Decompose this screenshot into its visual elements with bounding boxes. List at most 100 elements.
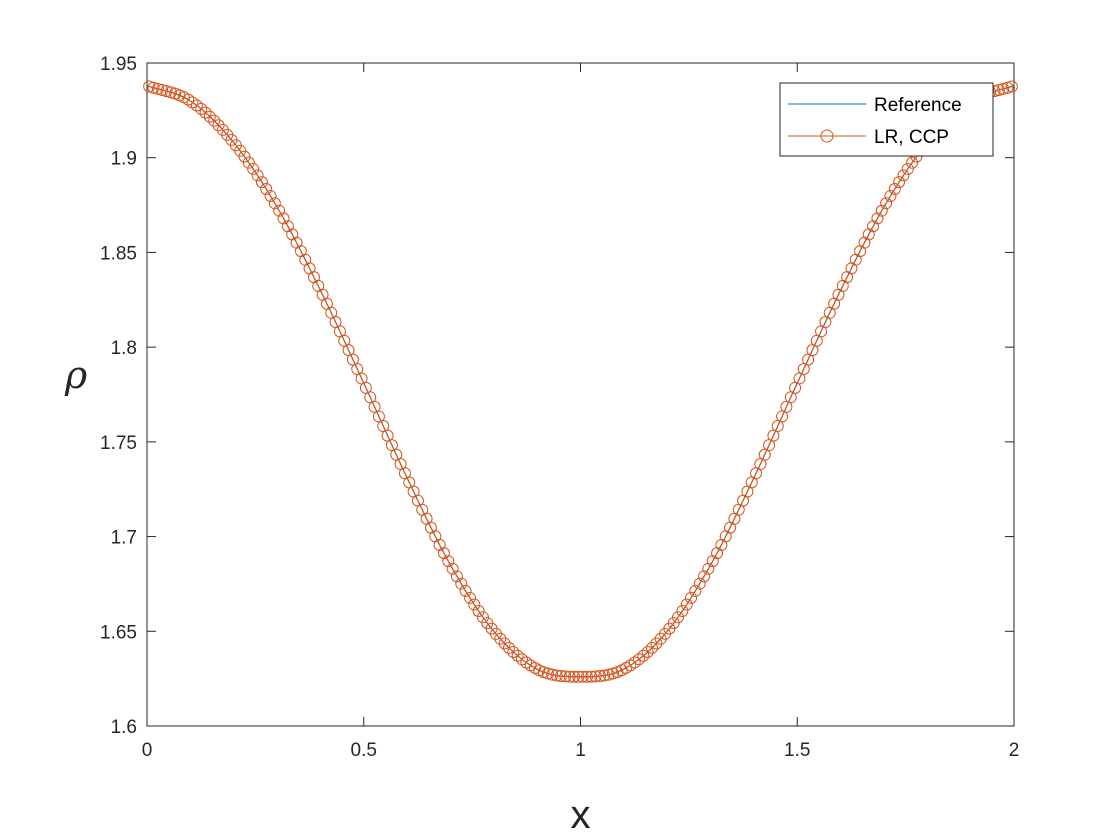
lr-ccp-marker bbox=[260, 183, 273, 195]
lr-ccp-marker bbox=[880, 197, 893, 210]
lr-ccp-marker bbox=[559, 670, 572, 683]
lr-ccp-marker bbox=[875, 204, 888, 217]
y-tick-label: 1.85 bbox=[100, 243, 137, 264]
lr-ccp-marker bbox=[676, 605, 689, 618]
lr-ccp-marker bbox=[698, 570, 711, 583]
plot-area: 0 0.5 1 1.5 2 1.6 1.65 1.7 1.75 1.8 1.85 1.9 1.95 bbox=[100, 54, 1019, 761]
lr-ccp-marker bbox=[147, 81, 160, 94]
axis-ticks: 0 0.5 1 1.5 2 1.6 1.65 1.7 1.75 1.8 1.85 1.9 1.95 bbox=[100, 54, 1019, 761]
lr-ccp-marker bbox=[572, 670, 585, 683]
lr-ccp-marker bbox=[459, 584, 472, 597]
lr-ccp-marker bbox=[888, 183, 901, 195]
lr-ccp-marker bbox=[598, 669, 611, 682]
lr-ccp-marker bbox=[871, 212, 884, 225]
lr-ccp-marker bbox=[515, 653, 528, 666]
lr-ccp-marker bbox=[680, 598, 693, 611]
lr-ccp-marker bbox=[203, 110, 216, 123]
lr-ccp-marker bbox=[563, 670, 576, 683]
lr-ccp-marker bbox=[199, 106, 212, 119]
lr-ccp-marker bbox=[468, 598, 481, 611]
y-tick-label: 1.75 bbox=[100, 433, 137, 454]
x-tick-label: 1.5 bbox=[784, 740, 810, 761]
lr-ccp-marker bbox=[151, 82, 164, 95]
lr-ccp-marker bbox=[568, 670, 580, 683]
lr-ccp-marker bbox=[693, 577, 706, 590]
lr-ccp-marker bbox=[702, 562, 715, 575]
lr-ccp-marker bbox=[650, 637, 663, 650]
lr-ccp-marker bbox=[472, 605, 485, 618]
y-axis-label: ρ bbox=[64, 353, 88, 397]
lr-ccp-marker bbox=[507, 645, 520, 658]
lr-ccp-marker bbox=[589, 670, 602, 683]
lr-ccp-marker bbox=[442, 555, 455, 568]
legend-lr-ccp-marker bbox=[820, 129, 834, 143]
y-tick-label: 1.8 bbox=[111, 338, 137, 359]
lr-ccp-marker bbox=[437, 547, 450, 560]
lr-ccp-marker bbox=[685, 591, 698, 604]
lr-ccp-marker bbox=[541, 667, 554, 680]
lr-ccp-marker bbox=[641, 645, 654, 658]
lr-ccp-marker bbox=[502, 641, 515, 654]
y-tick-label: 1.9 bbox=[111, 149, 137, 170]
lr-ccp-marker bbox=[450, 570, 463, 583]
lr-ccp-marker bbox=[550, 669, 563, 682]
lr-ccp-marker bbox=[264, 190, 277, 203]
lr-ccp-marker bbox=[160, 85, 173, 98]
x-tick-label: 1 bbox=[575, 740, 586, 761]
y-tick-label: 1.65 bbox=[100, 622, 137, 643]
lr-ccp-marker bbox=[238, 150, 251, 163]
lr-ccp-marker bbox=[242, 156, 255, 169]
lr-ccp-marker bbox=[511, 649, 524, 662]
lr-ccp-marker bbox=[143, 80, 156, 93]
lr-ccp-marker bbox=[190, 99, 203, 112]
lr-ccp-marker bbox=[585, 670, 598, 683]
lr-ccp-marker bbox=[637, 649, 650, 662]
lr-ccp-marker bbox=[277, 212, 290, 225]
legend-entry-reference: Reference bbox=[874, 95, 962, 116]
axes-box bbox=[146, 62, 1015, 727]
lr-ccp-marker bbox=[494, 632, 507, 645]
lr-ccp-marker bbox=[997, 82, 1010, 95]
lr-ccp-marker bbox=[446, 562, 459, 575]
lr-ccp-marker bbox=[867, 220, 880, 233]
lr-ccp-marker bbox=[212, 119, 225, 132]
lr-ccp-marker bbox=[672, 611, 685, 624]
lr-ccp-marker bbox=[1005, 80, 1018, 93]
lr-ccp-marker bbox=[897, 169, 910, 182]
legend-entry-lr-ccp: LR, CCP bbox=[874, 127, 949, 148]
lr-ccp-marker bbox=[247, 162, 260, 175]
y-tick-label: 1.6 bbox=[111, 717, 137, 738]
lr-ccp-marker bbox=[901, 162, 914, 175]
legend: Reference LR, CCP bbox=[779, 82, 994, 157]
lr-ccp-marker bbox=[156, 83, 169, 96]
x-tick-label: 2 bbox=[1009, 740, 1020, 761]
lr-ccp-marker bbox=[893, 176, 906, 189]
y-tick-label: 1.7 bbox=[111, 528, 137, 549]
lr-ccp-marker bbox=[884, 190, 897, 203]
lr-ccp-marker bbox=[554, 670, 567, 683]
lr-ccp-marker bbox=[186, 96, 199, 109]
lr-ccp-marker bbox=[581, 670, 593, 683]
lr-ccp-marker bbox=[594, 670, 607, 683]
legend-box bbox=[779, 82, 994, 157]
lr-ccp-marker bbox=[576, 670, 589, 683]
lr-ccp-marker bbox=[463, 591, 476, 604]
lr-ccp-marker bbox=[268, 197, 281, 210]
lr-ccp-line bbox=[149, 85, 1012, 678]
lr-ccp-marker bbox=[628, 656, 641, 669]
lr-ccp-marker bbox=[273, 204, 286, 217]
x-tick-label: 0 bbox=[142, 740, 153, 761]
lr-ccp-marker bbox=[251, 169, 264, 182]
lr-ccp-marker bbox=[706, 555, 719, 568]
lr-ccp-marker bbox=[906, 156, 919, 169]
lr-ccp-marker bbox=[602, 668, 615, 681]
lr-ccp-marker bbox=[255, 176, 268, 189]
lr-ccp-marker bbox=[208, 114, 221, 127]
lr-ccp-marker bbox=[455, 577, 468, 590]
lr-ccp-marker bbox=[633, 653, 646, 666]
lr-ccp-marker bbox=[646, 641, 659, 654]
lr-ccp-marker bbox=[498, 637, 511, 650]
lr-ccp-marker bbox=[689, 584, 702, 597]
y-tick-label: 1.95 bbox=[100, 54, 137, 75]
